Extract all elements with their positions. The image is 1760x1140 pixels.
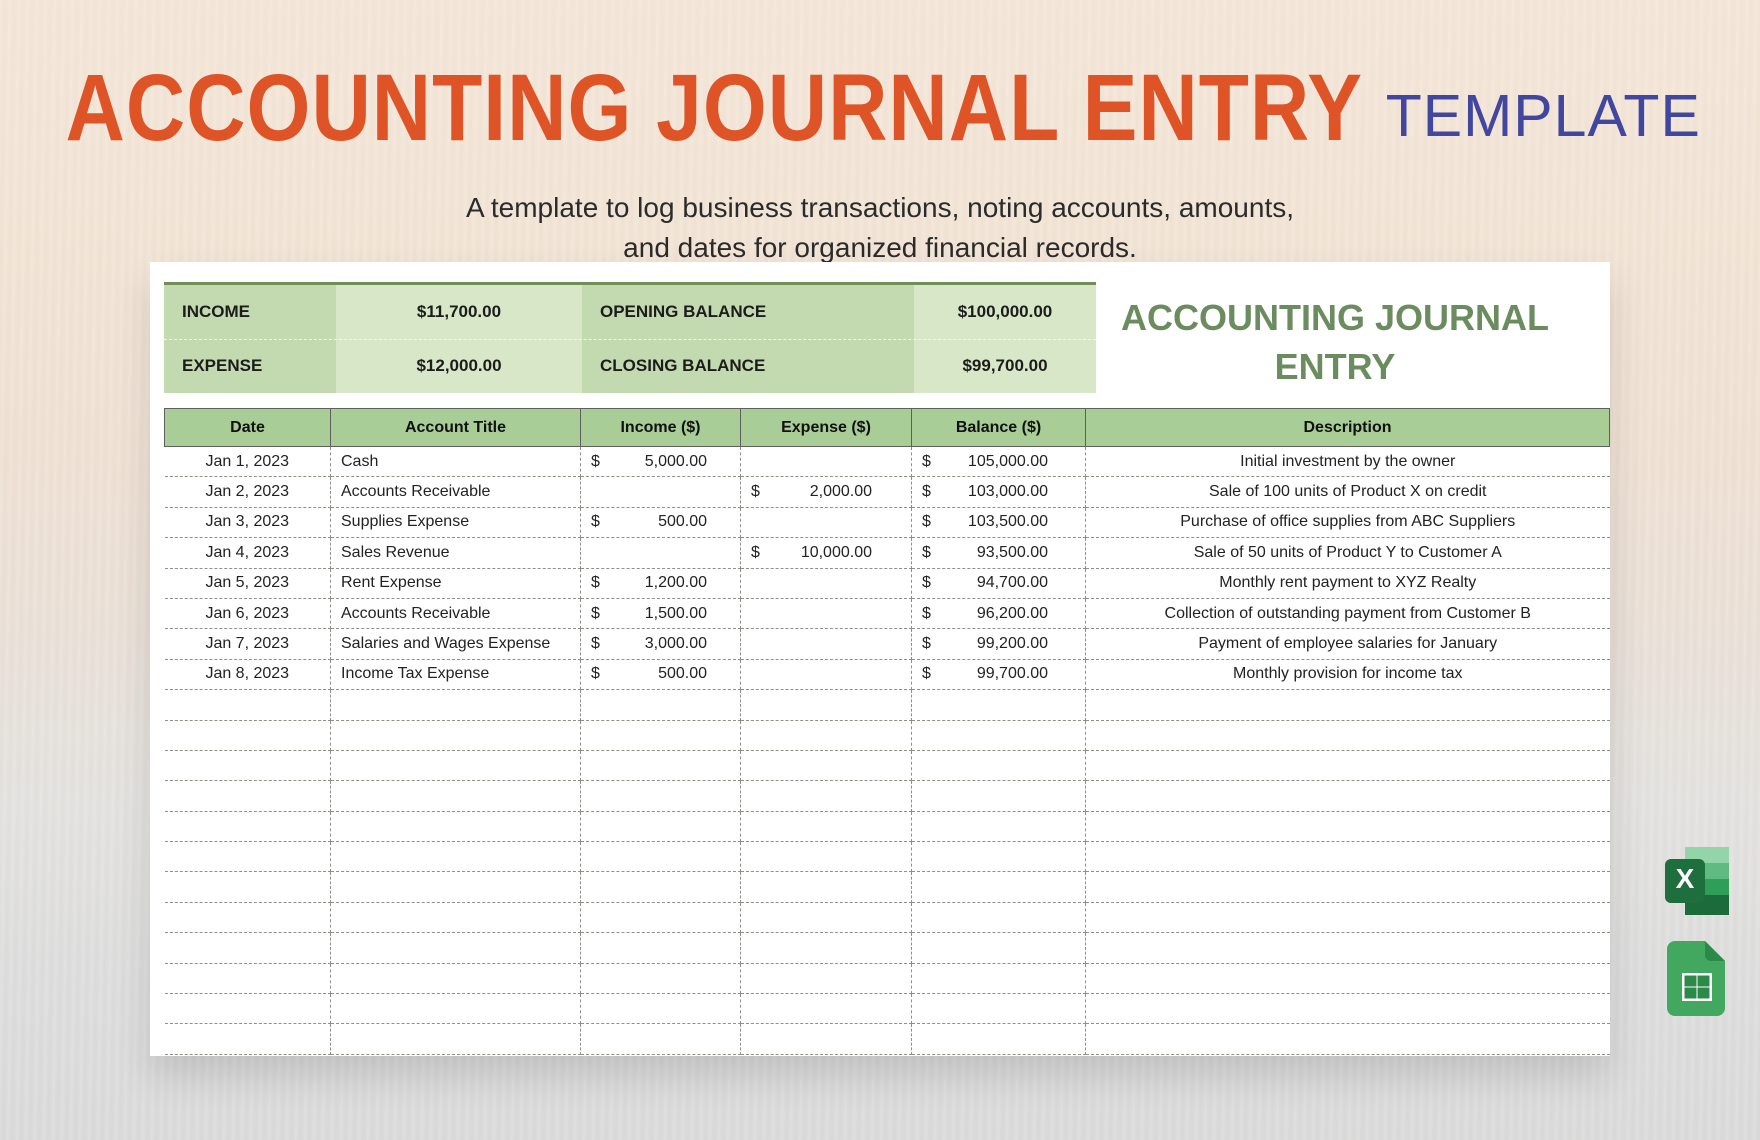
svg-text:X: X [1676, 863, 1695, 894]
